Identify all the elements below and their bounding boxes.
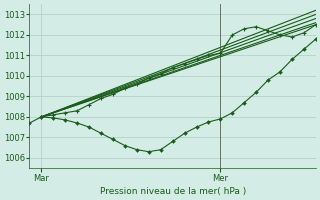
X-axis label: Pression niveau de la mer( hPa ): Pression niveau de la mer( hPa ) bbox=[100, 187, 246, 196]
